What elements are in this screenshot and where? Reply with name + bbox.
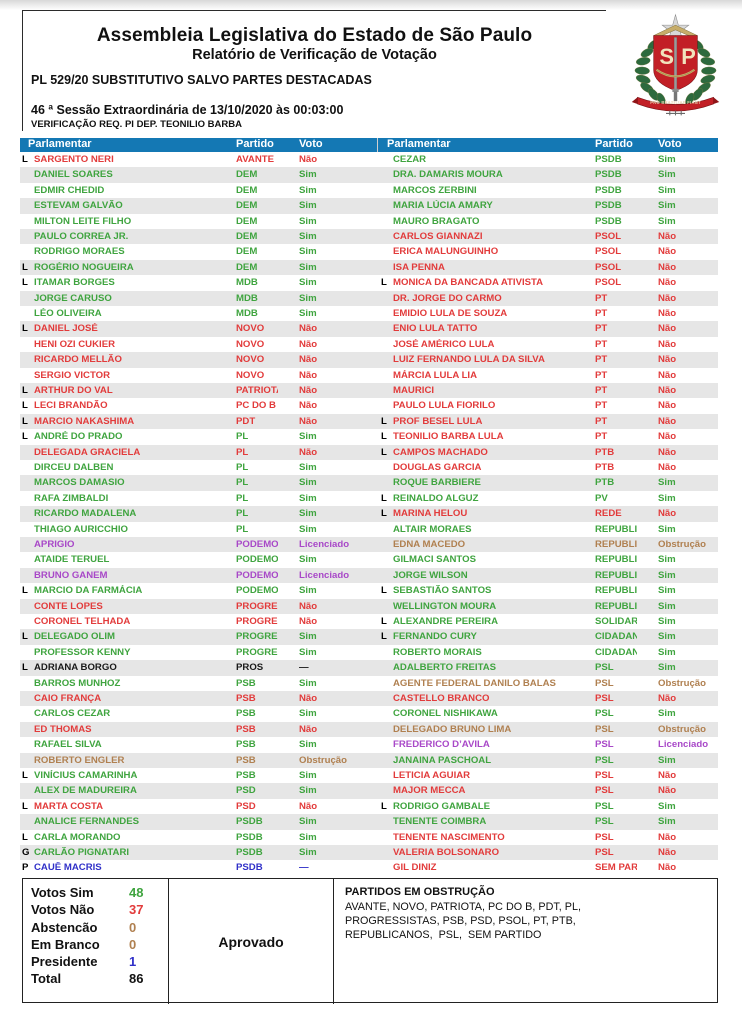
svg-text:PRO BRASILIAE FIANT: PRO BRASILIAE FIANT	[650, 100, 701, 105]
svg-text:P: P	[681, 44, 696, 69]
svg-text:S: S	[659, 44, 674, 69]
